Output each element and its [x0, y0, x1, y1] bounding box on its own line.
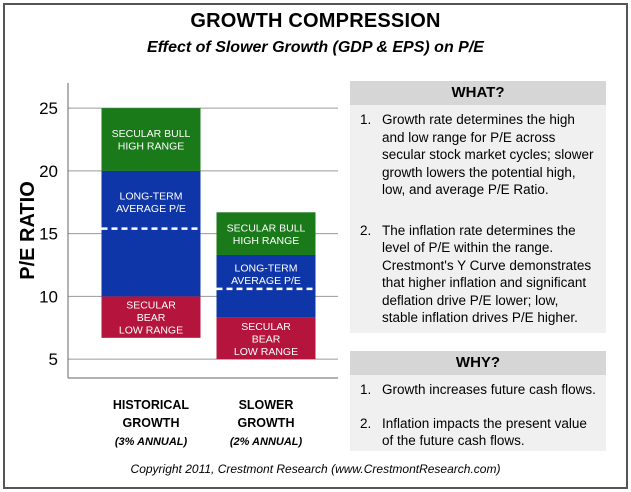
why-item-text: Growth increases future cash flows. [382, 382, 596, 397]
why-item: 1. Growth increases future cash flows. [360, 381, 598, 399]
bar-segment-average [101, 170, 201, 297]
segment-label: LONG-TERM [120, 190, 183, 202]
y-axis-label: P/E RATIO [17, 181, 39, 280]
segment-label: SECULAR BULL [227, 222, 306, 234]
bar-segment-bull [101, 108, 201, 171]
category-label: SLOWER [239, 398, 294, 412]
bar-segment-bull [216, 212, 316, 255]
segment-label: SECULAR [126, 300, 176, 312]
y-tick-label: 10 [39, 287, 58, 306]
what-list: 1. Growth rate determines the high and l… [350, 105, 606, 354]
what-item-text: The inflation rate determines the level … [382, 222, 592, 326]
what-item-number: 1. [360, 112, 372, 127]
y-tick-label: 15 [39, 225, 58, 244]
bar-segment-average [216, 254, 316, 318]
why-list: 1. Growth increases future cash flows. 2… [350, 375, 606, 470]
why-panel: WHY? 1. Growth increases future cash flo… [350, 351, 606, 451]
segment-label: LONG-TERM [235, 263, 298, 275]
segment-label: LOW RANGE [234, 346, 298, 358]
y-tick-label: 20 [39, 162, 58, 181]
why-item: 2. Inflation impacts the present value o… [360, 415, 598, 450]
why-panel-heading: WHY? [350, 351, 606, 375]
what-item-number: 2. [360, 222, 372, 238]
segment-label: BEAR [137, 312, 166, 324]
what-panel-heading: WHAT? [350, 81, 606, 105]
why-item-number: 2. [360, 415, 372, 431]
what-panel: WHAT? 1. Growth rate determines the high… [350, 81, 606, 333]
segment-label: LOW RANGE [119, 325, 183, 337]
why-item-text: Inflation impacts the present value of t… [382, 415, 587, 449]
y-tick-label: 5 [49, 350, 58, 369]
segment-label: SECULAR BULL [112, 128, 191, 140]
category-sublabel: (3% ANNUAL) [115, 436, 188, 448]
segment-label: BEAR [252, 333, 281, 345]
category-label: HISTORICAL [113, 398, 190, 412]
segment-label: HIGH RANGE [118, 141, 185, 153]
bar-segment-bear [101, 296, 201, 338]
why-item-number: 1. [360, 382, 372, 397]
category-sublabel: (2% ANNUAL) [230, 436, 303, 448]
what-item: 1. Growth rate determines the high and l… [360, 111, 598, 199]
bar-segment-bear [216, 317, 316, 360]
category-label: GROWTH [238, 416, 295, 430]
category-label: GROWTH [123, 416, 180, 430]
segment-label: AVERAGE P/E [116, 203, 186, 215]
segment-label: SECULAR [241, 321, 291, 333]
y-tick-label: 25 [39, 99, 58, 118]
what-item: 2. The inflation rate determines the lev… [360, 222, 598, 327]
chart-subtitle: Effect of Slower Growth (GDP & EPS) on P… [147, 39, 484, 56]
segment-label: AVERAGE P/E [231, 275, 301, 287]
segment-label: HIGH RANGE [233, 235, 300, 247]
copyright-note: Copyright 2011, Crestmont Research (www.… [130, 462, 501, 476]
what-item-text: Growth rate determines the high and low … [382, 112, 594, 197]
chart-title: GROWTH COMPRESSION [190, 10, 441, 32]
